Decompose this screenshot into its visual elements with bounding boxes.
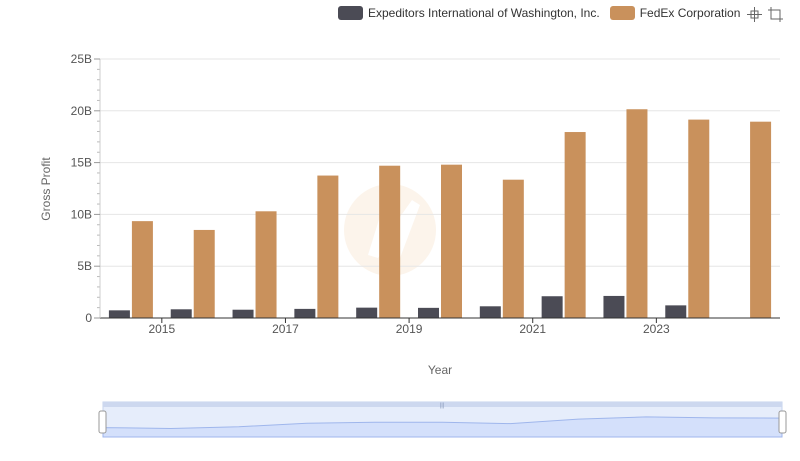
bar-expeditors-2020[interactable] [479,306,501,318]
y-axis-title: Gross Profit [39,157,53,221]
bar-expeditors-2019[interactable] [418,307,439,318]
bar-expeditors-2014[interactable] [108,310,130,318]
bar-expeditors-2023[interactable] [665,305,687,318]
bar-fedex-2019[interactable] [441,164,462,318]
y-tick-label: 0 [85,311,92,325]
y-tick-label: 20B [71,104,92,118]
y-tick-label: 25B [71,52,92,66]
zoom-select-icon[interactable] [746,6,763,23]
bar-expeditors-2015[interactable] [170,309,192,318]
bar-fedex-2020[interactable] [502,179,524,318]
bar-expeditors-2017[interactable] [294,308,316,318]
navigator-series-area [102,416,783,438]
y-tick-label: 5B [77,259,92,273]
bar-fedex-2017[interactable] [317,175,339,318]
range-navigator[interactable]: ||| [98,401,787,438]
y-axis-ticks: 0 5B 10B 15B 20B 25B [71,52,100,325]
x-tick-label: 2021 [519,322,546,336]
bar-expeditors-2021[interactable] [541,296,563,318]
legend-item-fedex[interactable]: FedEx Corporation [609,6,741,20]
bar-fedex-2021[interactable] [564,132,586,318]
chart-legend: Expeditors International of Washington, … [338,3,740,23]
bar-fedex-2015[interactable] [193,229,215,318]
x-tick-label: 2023 [643,322,670,336]
bars [108,109,772,318]
bar-fedex-2023[interactable] [688,119,710,318]
legend-item-expeditors[interactable]: Expeditors International of Washington, … [338,6,600,20]
navigator-scrollbar[interactable] [103,402,782,407]
bar-fedex-2016[interactable] [255,211,277,318]
x-axis-ticks: 2015 2017 2019 2021 2023 [148,318,670,336]
legend-swatch-expeditors [338,6,363,20]
y-tick-label: 15B [71,156,92,170]
grid-lines [100,58,780,267]
zoom-reset-icon[interactable] [767,6,784,23]
chart-toolbar [746,6,784,23]
legend-swatch-fedex [609,6,635,20]
legend-label-expeditors: Expeditors International of Washington, … [368,6,600,20]
bar-fedex-2018[interactable] [379,165,401,318]
x-tick-label: 2019 [396,322,423,336]
x-tick-label: 2017 [272,322,299,336]
navigator-handle-left[interactable] [98,410,107,434]
legend-label-fedex: FedEx Corporation [639,6,741,20]
bar-expeditors-2016[interactable] [232,309,254,318]
navigator-grip-icon: ||| [440,403,445,409]
navigator-handle-right[interactable] [778,410,787,434]
bar-fedex-2024[interactable] [750,121,772,318]
y-tick-label: 10B [71,207,92,221]
bar-fedex-2014[interactable] [131,221,153,318]
bar-expeditors-2018[interactable] [356,307,378,318]
x-tick-label: 2015 [148,322,175,336]
bar-fedex-2022[interactable] [626,109,648,318]
bar-expeditors-2022[interactable] [603,295,625,318]
x-axis-title: Year [428,363,452,377]
